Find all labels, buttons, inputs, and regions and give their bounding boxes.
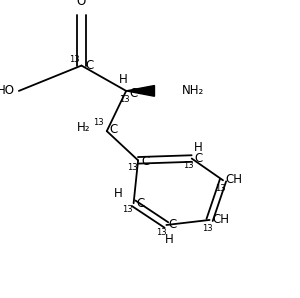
Text: H: H: [119, 73, 128, 86]
Text: 13: 13: [128, 163, 138, 172]
Text: 13: 13: [215, 184, 226, 193]
Text: 13: 13: [202, 224, 212, 233]
Polygon shape: [126, 86, 154, 96]
Text: CH: CH: [225, 173, 242, 186]
Text: O: O: [77, 0, 86, 8]
Text: NH₂: NH₂: [182, 84, 204, 97]
Text: 13: 13: [93, 118, 104, 127]
Text: C: C: [110, 123, 118, 136]
Text: C: C: [136, 197, 144, 210]
Text: 13: 13: [156, 228, 166, 237]
Text: H: H: [165, 233, 174, 246]
Text: C: C: [141, 155, 149, 168]
Text: C: C: [85, 59, 93, 72]
Text: C: C: [169, 218, 177, 232]
Text: H₂: H₂: [77, 121, 90, 134]
Text: CH: CH: [212, 213, 229, 226]
Text: H: H: [114, 187, 123, 200]
Text: H: H: [194, 141, 203, 154]
Text: 13: 13: [183, 162, 194, 170]
Text: 13: 13: [122, 205, 132, 214]
Text: 13: 13: [70, 55, 80, 64]
Text: 13: 13: [119, 95, 130, 104]
Text: C: C: [194, 152, 202, 165]
Text: HO: HO: [0, 84, 15, 97]
Text: C: C: [130, 87, 138, 100]
